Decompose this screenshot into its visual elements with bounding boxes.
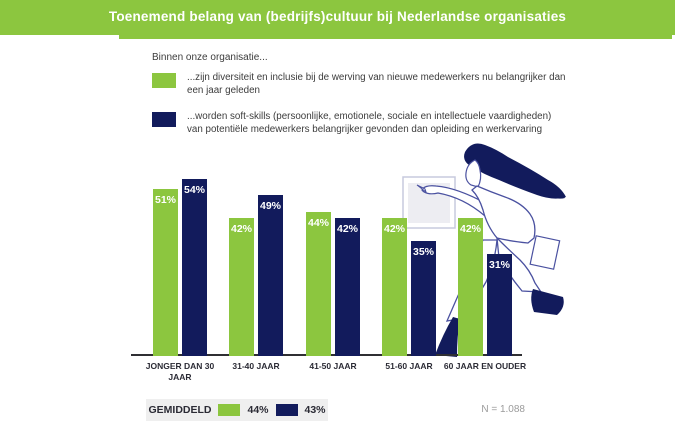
bar-value-label: 42% — [230, 223, 252, 235]
bar-series1-cat1: 51% — [153, 189, 178, 356]
bar-series2-cat1: 54% — [182, 179, 207, 356]
bar-value-label: 51% — [154, 194, 176, 206]
bar-value-label: 35% — [412, 246, 434, 258]
bar-series2-cat3: 42% — [335, 218, 360, 356]
bar-value-label: 42% — [383, 223, 405, 235]
face — [465, 159, 482, 188]
bar-series1-cat5: 42% — [458, 218, 483, 356]
bar-value-label: 31% — [488, 259, 510, 271]
trailing-foot — [435, 317, 460, 357]
average-box: GEMIDDELD 44% 43% — [146, 399, 328, 421]
average-value-navy: 43% — [304, 404, 326, 416]
bar-value-label: 42% — [336, 223, 358, 235]
bar-value-label: 49% — [259, 200, 281, 212]
hair — [464, 143, 566, 199]
legend-swatch-green — [152, 73, 176, 88]
bar-value-label: 54% — [183, 184, 205, 196]
legend-label: ...zijn diversiteit en inclusie bij de w… — [187, 72, 566, 96]
person-illustration — [402, 143, 566, 357]
bar-value-label: 44% — [307, 217, 329, 229]
legend-label: ...worden soft-skills (persoonlijke, emo… — [187, 111, 552, 135]
boot — [531, 289, 564, 315]
bar-series1-cat2: 42% — [229, 218, 254, 356]
torso — [471, 185, 536, 244]
bar-value-label: 42% — [459, 223, 481, 235]
pointing-arm — [421, 185, 488, 218]
hair-tail — [545, 182, 565, 199]
sample-size: N = 1.088 — [481, 404, 525, 415]
legend-intro: Binnen onze organisatie... — [152, 52, 268, 63]
category-label: JONGER DAN 30 JAAR — [145, 361, 215, 383]
legend-item-diversiteit: ...zijn diversiteit en inclusie bij de w… — [152, 72, 569, 97]
legend-swatch-navy — [152, 112, 176, 127]
bar-series1-cat3: 44% — [306, 212, 331, 356]
category-label: 60 JAAR EN OUDER — [443, 361, 527, 371]
bar-series1-cat4: 42% — [382, 218, 407, 356]
page-title: Toenemend belang van (bedrijfs)cultuur b… — [108, 9, 567, 24]
pointing-finger — [416, 184, 427, 194]
average-swatch-green — [218, 404, 241, 416]
header-band-card — [119, 0, 672, 39]
category-label: 51-60 JAAR — [385, 361, 433, 371]
average-label: GEMIDDELD — [148, 404, 212, 416]
category-label: 31-40 JAAR — [232, 361, 280, 371]
paper — [529, 235, 561, 270]
average-value-green: 44% — [247, 404, 269, 416]
legend-item-softskills: ...worden soft-skills (persoonlijke, emo… — [152, 111, 569, 136]
bar-series2-cat5: 31% — [487, 254, 512, 356]
bar-series2-cat4: 35% — [411, 241, 436, 356]
category-label: 41-50 JAAR — [309, 361, 357, 371]
whiteboard — [402, 176, 456, 229]
average-swatch-navy — [275, 404, 298, 416]
bar-series2-cat2: 49% — [258, 195, 283, 356]
